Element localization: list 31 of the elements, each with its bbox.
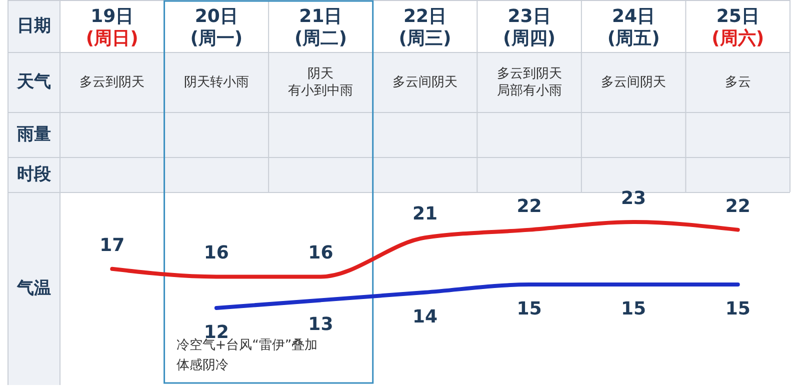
- data-label: 13: [308, 314, 334, 336]
- data-label: 15: [725, 298, 750, 320]
- data-label: 16: [308, 242, 334, 264]
- text: 多云到阴天: [80, 74, 145, 90]
- data-label: 22: [725, 196, 750, 217]
- x-tick-label: 19日(周日): [86, 6, 138, 49]
- x-tick-label: 23日(周四): [503, 6, 556, 49]
- text: 多云间阴天: [392, 74, 458, 90]
- x-tick-label: 22日(周三): [398, 6, 452, 49]
- data-label: 17: [100, 234, 125, 256]
- x-tick-label: 21日(周二): [294, 6, 347, 49]
- data-label: 21: [412, 204, 438, 225]
- text: 多云: [724, 74, 751, 90]
- text: 多云到阴天局部有小雨: [496, 66, 562, 98]
- x-tick-label: 20日(周一): [190, 6, 243, 49]
- text: 时段: [17, 164, 52, 184]
- x-tick-label: 24日(周五): [607, 6, 660, 49]
- data-label: 15: [516, 298, 542, 320]
- text: 阴天有小到中雨: [288, 66, 354, 98]
- x-tick-label: 25日(周六): [712, 6, 764, 49]
- y-axis-title: 气温: [16, 278, 51, 298]
- text: 阴天转小雨: [184, 74, 249, 90]
- text: 雨量: [16, 124, 51, 144]
- data-label: 15: [621, 298, 646, 320]
- data-label: 22: [516, 196, 542, 217]
- text: 多云间阴天: [601, 74, 666, 90]
- data-label: 16: [204, 242, 229, 264]
- data-label: 14: [412, 306, 438, 328]
- x-axis-title: 日期: [17, 16, 51, 36]
- text: 天气: [16, 72, 51, 92]
- data-label: 23: [621, 188, 646, 209]
